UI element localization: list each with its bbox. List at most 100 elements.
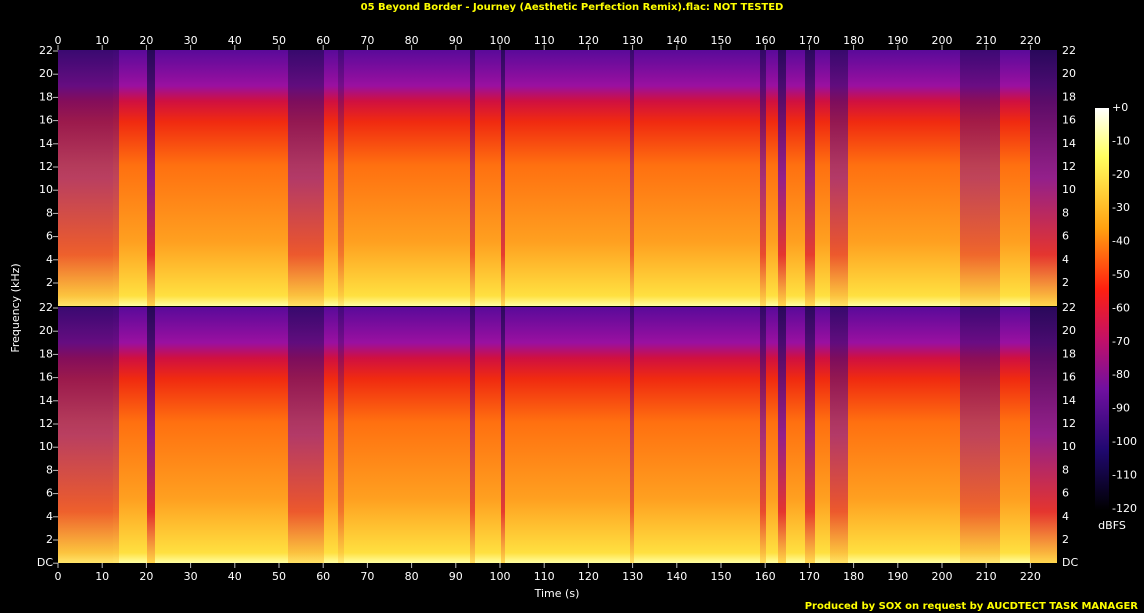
quiet-band: [470, 307, 475, 563]
y-tick-label: 2: [46, 276, 53, 289]
x-tick-label: 170: [799, 570, 820, 583]
y-tick-label-right: 2: [1062, 276, 1069, 289]
colorbar-tick-label: -30: [1112, 201, 1130, 214]
quiet-band: [470, 50, 475, 306]
quiet-band: [778, 50, 786, 306]
colorbar-tick-label: -110: [1112, 468, 1137, 481]
colorbar-tick-label: -100: [1112, 435, 1137, 448]
y-tick-label: 12: [39, 417, 53, 430]
colorbar-label: dBFS: [1098, 519, 1126, 532]
x-tick-label-top: 140: [666, 34, 687, 47]
y-tick-label: 18: [39, 90, 53, 103]
quiet-band: [113, 50, 119, 306]
x-tick-label-top: 90: [449, 34, 463, 47]
y-tick-label: 16: [39, 371, 53, 384]
y-axis-label: Frequency (kHz): [9, 263, 22, 352]
quiet-band: [630, 50, 634, 306]
y-tick-label-right: 22: [1062, 44, 1076, 57]
y-tick-label-right: 12: [1062, 160, 1076, 173]
channel-2: [58, 307, 1057, 563]
x-tick-label-top: 50: [272, 34, 286, 47]
x-tick-label: 180: [843, 570, 864, 583]
quiet-band: [630, 307, 634, 563]
x-tick-label: 80: [405, 570, 419, 583]
y-tick-label-right: 14: [1062, 137, 1076, 150]
x-tick-label-top: 170: [799, 34, 820, 47]
y-tick-label-right: 2: [1062, 533, 1069, 546]
y-tick-label-right: 18: [1062, 347, 1076, 360]
y-tick-label-right: 20: [1062, 324, 1076, 337]
y-tick-label-right: 4: [1062, 253, 1069, 266]
x-tick-label-top: 0: [55, 34, 62, 47]
quiet-band: [830, 50, 848, 306]
colorbar-tick-label: -70: [1112, 335, 1130, 348]
y-tick-label: 2: [46, 533, 53, 546]
x-tick-label-top: 190: [887, 34, 908, 47]
x-tick-label: 30: [184, 570, 198, 583]
colorbar-tick-label: -90: [1112, 402, 1130, 415]
quiet-band: [501, 307, 505, 563]
x-tick-label: 210: [976, 570, 997, 583]
x-axis-label: Time (s): [534, 587, 580, 600]
x-tick-label-top: 40: [228, 34, 242, 47]
x-tick-label: 130: [622, 570, 643, 583]
x-tick-label: 70: [360, 570, 374, 583]
x-tick-label: 40: [228, 570, 242, 583]
x-tick-label-top: 150: [711, 34, 732, 47]
y-tick-label-right: 16: [1062, 371, 1076, 384]
x-tick-label: 60: [316, 570, 330, 583]
y-tick-label-right: 12: [1062, 417, 1076, 430]
x-tick-label-top: 200: [932, 34, 953, 47]
quiet-band: [338, 307, 344, 563]
y-tick-label: 10: [39, 440, 53, 453]
y-tick-label: 20: [39, 67, 53, 80]
quiet-band: [805, 307, 815, 563]
x-tick-label-top: 120: [578, 34, 599, 47]
x-tick-label-top: 70: [360, 34, 374, 47]
colorbar-tick-label: -80: [1112, 368, 1130, 381]
quiet-band: [960, 50, 1000, 306]
title: 05 Beyond Border - Journey (Aesthetic Pe…: [361, 2, 784, 13]
y-tick-label: 6: [46, 230, 53, 243]
x-tick-label-top: 80: [405, 34, 419, 47]
y-tick-label: 14: [39, 394, 53, 407]
x-tick-label-top: 220: [1020, 34, 1041, 47]
y-tick-label: 14: [39, 137, 53, 150]
y-tick-label: 4: [46, 253, 53, 266]
y-tick-label-right: 14: [1062, 394, 1076, 407]
y-tick-label: 20: [39, 324, 53, 337]
colorbar-tick-label: +0: [1112, 101, 1128, 114]
y-tick-label: 8: [46, 206, 53, 219]
spectrogram: [58, 50, 1057, 563]
quiet-band: [830, 307, 848, 563]
x-tick-label: 0: [55, 570, 62, 583]
y-tick-label-right: 10: [1062, 440, 1076, 453]
quiet-band: [760, 50, 766, 306]
x-tick-label: 220: [1020, 570, 1041, 583]
y-tick-label: 16: [39, 114, 53, 127]
colorbar-tick-label: -10: [1112, 134, 1130, 147]
x-tick-label-top: 180: [843, 34, 864, 47]
quiet-band: [960, 307, 1000, 563]
y-tick-label-right: 8: [1062, 463, 1069, 476]
channel-1: [58, 50, 1057, 306]
x-tick-label: 10: [95, 570, 109, 583]
quiet-band: [288, 307, 324, 563]
x-tick-label-top: 100: [490, 34, 511, 47]
y-tick-label-right: 6: [1062, 230, 1069, 243]
colorbar-tick-label: -20: [1112, 168, 1130, 181]
x-tick-label: 160: [755, 570, 776, 583]
colorbar-tick-label: -120: [1112, 502, 1137, 515]
quiet-band: [113, 307, 119, 563]
y-tick-label: 18: [39, 347, 53, 360]
x-tick-label-top: 160: [755, 34, 776, 47]
x-tick-label: 100: [490, 570, 511, 583]
y-tick-label-right: 16: [1062, 114, 1076, 127]
x-tick-label-top: 20: [139, 34, 153, 47]
quiet-band: [288, 50, 324, 306]
y-tick-label: 4: [46, 510, 53, 523]
quiet-band: [1030, 307, 1057, 563]
y-tick-label-right: DC: [1062, 556, 1078, 569]
x-tick-label: 50: [272, 570, 286, 583]
